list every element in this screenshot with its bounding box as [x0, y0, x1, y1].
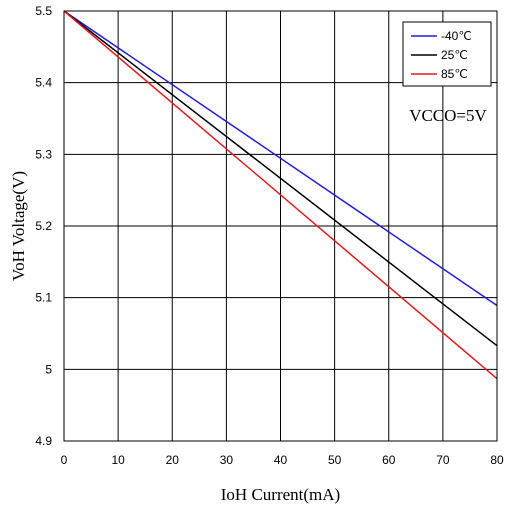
legend: -40℃ 25℃ 85℃: [402, 21, 492, 87]
legend-label-1: 25℃: [441, 48, 468, 62]
y-tick-label: 5.3: [35, 147, 52, 161]
annotation-vcco: VCCO=5V: [409, 106, 487, 125]
x-axis-title: IoH Current(mA): [221, 485, 340, 504]
series-line-1: [63, 10, 498, 347]
legend-label-0: -40℃: [441, 29, 472, 43]
y-tick-label: 5.1: [35, 291, 52, 305]
plot-frame: [63, 10, 498, 442]
x-tick-label: 30: [220, 453, 234, 467]
legend-box: [402, 21, 492, 87]
x-tick-label: 40: [274, 453, 288, 467]
y-tick-label: 5.5: [35, 4, 52, 18]
x-tick-label: 0: [61, 453, 68, 467]
y-axis-title: VoH Voltage(V): [9, 171, 28, 281]
y-tick-label: 5: [45, 362, 52, 376]
x-tick-label: 50: [328, 453, 342, 467]
series-lines: [63, 10, 498, 380]
y-tick-label: 4.9: [35, 434, 52, 448]
grid: [63, 10, 498, 442]
y-tick-labels: 4.9 5 5.1 5.2 5.3 5.4 5.5: [35, 4, 52, 448]
series-line-0: [63, 10, 498, 307]
x-tick-label: 20: [166, 453, 180, 467]
series-line-2: [63, 10, 498, 380]
x-tick-label: 10: [111, 453, 125, 467]
x-tick-labels: 0 10 20 30 40 50 60 70 80: [61, 453, 504, 467]
legend-label-2: 85℃: [441, 67, 468, 81]
y-tick-label: 5.4: [35, 76, 52, 90]
x-tick-label: 80: [490, 453, 504, 467]
x-tick-label: 60: [382, 453, 396, 467]
y-tick-label: 5.2: [35, 219, 52, 233]
x-tick-label: 70: [436, 453, 450, 467]
